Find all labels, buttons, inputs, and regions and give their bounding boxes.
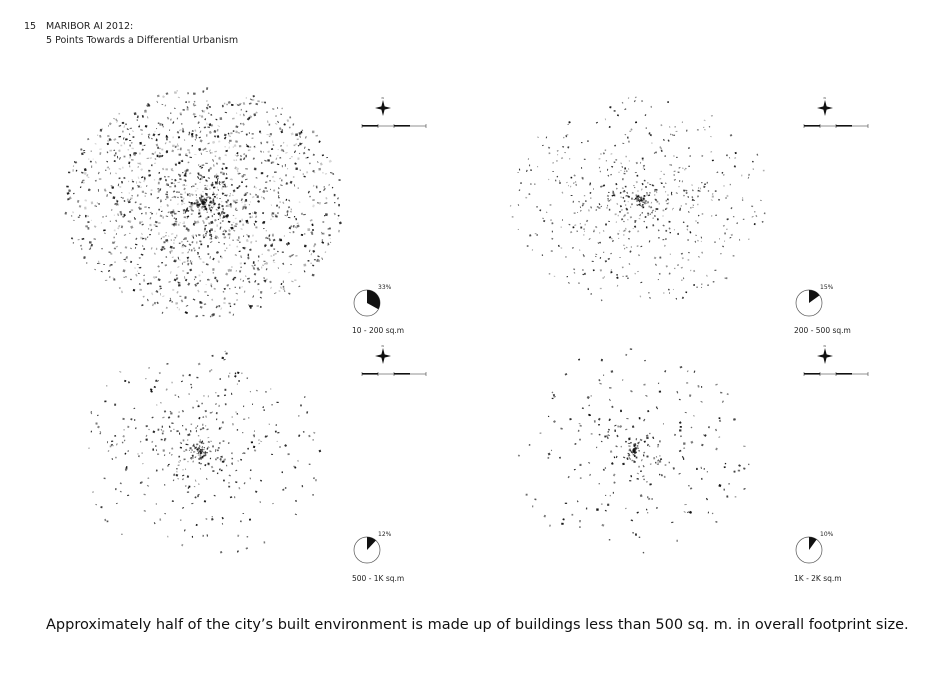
pie-chart-icon: 12% <box>352 531 412 575</box>
building-footprints <box>517 348 750 554</box>
scale-bar <box>803 372 869 376</box>
pie-percent-label: 33% <box>378 284 392 291</box>
pie-slice <box>367 537 376 550</box>
building-footprints <box>88 350 322 554</box>
svg-text:N: N <box>382 96 384 100</box>
document-subtitle: 5 Points Towards a Differential Urbanism <box>46 35 239 46</box>
size-category-label: 500 - 1K sq.m <box>352 574 405 583</box>
page-number: 15 <box>24 21 37 32</box>
size-category-label: 1K - 2K sq.m <box>794 574 842 583</box>
svg-text:N: N <box>824 344 826 348</box>
size-category-label: 200 - 500 sq.m <box>794 326 851 335</box>
building-map-200-500 <box>505 90 775 320</box>
north-arrow: N <box>375 96 391 116</box>
building-footprints <box>64 87 342 318</box>
figure-caption: Approximately half of the city’s built e… <box>46 617 909 633</box>
svg-text:N: N <box>824 96 826 100</box>
document-title: MARIBOR AI 2012: <box>46 21 134 32</box>
svg-text:N: N <box>382 344 384 348</box>
north-arrow-icon: N <box>800 96 870 136</box>
pie-slice <box>367 290 380 310</box>
pie-chart-icon: 33% <box>352 284 412 328</box>
building-map-10-200 <box>58 82 348 327</box>
pie-chart-icon: 10% <box>794 531 854 575</box>
pie-slice <box>809 290 820 303</box>
scale-bar <box>361 372 427 376</box>
pie-percent-label: 15% <box>820 284 834 291</box>
pie-chart-icon: 15% <box>794 284 854 328</box>
north-arrow: N <box>817 344 833 364</box>
north-arrow-icon: N <box>800 344 870 384</box>
north-arrow: N <box>375 344 391 364</box>
north-arrow: N <box>817 96 833 116</box>
pie-slice <box>809 537 817 550</box>
pie-percent-label: 10% <box>820 531 834 538</box>
scale-bar <box>361 124 427 128</box>
north-arrow-icon: N <box>358 344 428 384</box>
scale-bar <box>803 124 869 128</box>
pie-percent-label: 12% <box>378 531 392 538</box>
size-category-label: 10 - 200 sq.m <box>352 326 405 335</box>
building-map-1k-2k <box>508 345 758 575</box>
building-map-500-1k <box>70 340 330 575</box>
building-footprints <box>509 96 766 302</box>
north-arrow-icon: N <box>358 96 428 136</box>
